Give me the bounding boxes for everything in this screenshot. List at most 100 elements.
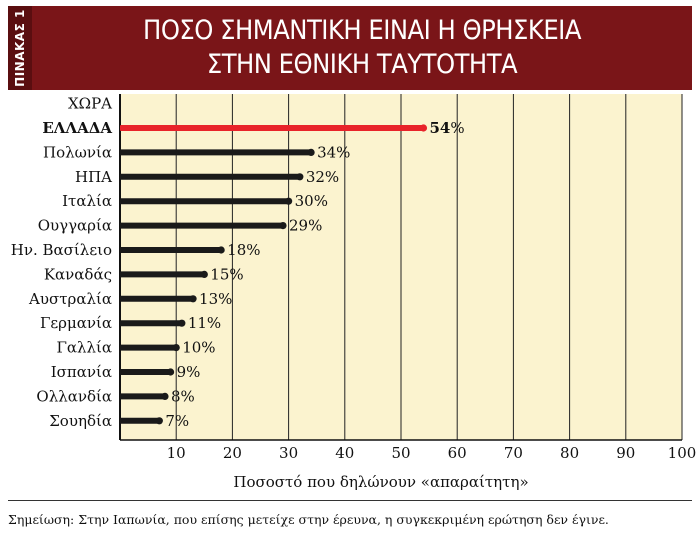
bar [120, 247, 222, 253]
category-label: Γαλλία [56, 339, 112, 357]
value-label: 54% [429, 119, 464, 137]
value-label: 30% [295, 192, 328, 210]
value-number: 32 [306, 168, 325, 186]
value-label: 13% [199, 290, 232, 308]
value-suffix: % [181, 387, 195, 405]
category-label: Σουηδία [49, 412, 112, 430]
value-label: 32% [306, 168, 339, 186]
category-label: Πολωνία [43, 143, 112, 161]
value-suffix: % [175, 412, 189, 430]
bar-end-marker [279, 222, 287, 230]
bar [120, 125, 424, 131]
bar [120, 393, 165, 400]
category-label: Ουγγαρία [38, 217, 112, 235]
value-suffix: % [218, 290, 232, 308]
value-label: 10% [182, 339, 215, 357]
value-suffix: % [186, 363, 200, 381]
value-number: 11 [188, 314, 207, 332]
value-suffix: % [325, 168, 339, 186]
bar-end-marker [161, 392, 169, 400]
footnote: Σημείωση: Στην Ιαπωνία, που επίσης μετεί… [8, 512, 609, 527]
bar [120, 173, 300, 180]
value-number: 9 [177, 363, 187, 381]
bar-end-marker [155, 417, 163, 425]
category-label: Αυστραλία [28, 290, 112, 308]
value-suffix: % [450, 119, 464, 137]
value-number: 18 [227, 241, 246, 259]
value-number: 29 [289, 217, 308, 235]
bar-end-marker [419, 124, 428, 132]
value-label: 18% [227, 241, 260, 259]
bar [120, 149, 312, 156]
x-tick-label: 30 [279, 444, 298, 462]
x-tick-label: 20 [223, 444, 242, 462]
value-number: 15 [210, 265, 229, 283]
table-number-tab: ΠΙΝΑΚΑΣ 1 [8, 6, 32, 90]
footnote-divider [8, 500, 692, 501]
value-suffix: % [207, 314, 221, 332]
value-number: 7 [165, 412, 175, 430]
chart-title: ΠΟΣΟ ΣΗΜΑΝΤΙΚΗ ΕΙΝΑΙ Η ΘΡΗΣΚΕΙΑ ΣΤΗΝ ΕΘΝ… [32, 14, 692, 82]
category-label: Ολλανδία [36, 387, 112, 405]
value-label: 34% [317, 143, 350, 161]
value-suffix: % [246, 241, 260, 259]
chart-title-line-2: ΣΤΗΝ ΕΘΝΙΚΗ ΤΑΥΤΟΤΗΤΑ [206, 49, 518, 80]
bar-end-marker [166, 368, 175, 376]
bar-chart: 10 20 30 40 50 60 70 80 90 100 ΧΩΡΑ ΕΛΛΑΔΑ 54% Πολωνί… [11, 94, 697, 491]
value-label: 29% [289, 217, 322, 235]
value-number: 30 [295, 192, 314, 210]
value-suffix: % [308, 217, 322, 235]
category-label: Ιταλία [62, 192, 112, 210]
category-label: Καναδάς [44, 265, 112, 283]
bar-end-marker [189, 295, 197, 303]
bar-end-marker [285, 197, 293, 205]
x-tick-label: 80 [560, 444, 579, 462]
value-suffix: % [201, 339, 215, 357]
value-label: 9% [177, 363, 201, 381]
bar-end-marker [172, 344, 180, 352]
bar-end-marker [296, 173, 304, 181]
value-label: 7% [165, 412, 189, 430]
bar [120, 344, 177, 351]
chart-area: 10 20 30 40 50 60 70 80 90 100 ΧΩΡΑ ΕΛΛΑΔΑ 54% Πολωνί… [0, 90, 700, 504]
category-label: ΗΠΑ [75, 168, 112, 186]
x-tick-label: 60 [448, 444, 467, 462]
x-tick-label: 10 [167, 444, 186, 462]
x-tick-label: 40 [335, 444, 354, 462]
x-tick-label: 70 [504, 444, 523, 462]
x-tick-label: 100 [668, 444, 697, 462]
bar-end-marker [307, 148, 315, 156]
bar-end-marker [217, 246, 225, 254]
bar [120, 198, 289, 205]
value-number: 8 [171, 387, 181, 405]
value-number: 13 [199, 290, 218, 308]
value-suffix: % [336, 143, 350, 161]
value-number: 34 [317, 143, 336, 161]
category-label: ΕΛΛΑΔΑ [42, 119, 112, 137]
table-number-label: ΠΙΝΑΚΑΣ 1 [13, 9, 27, 87]
value-suffix: % [314, 192, 328, 210]
x-axis-label: Ποσοστό που δηλώνουν «απαραίτητη» [233, 473, 528, 491]
value-number: 10 [182, 339, 201, 357]
value-label: 11% [188, 314, 221, 332]
bar-end-marker [178, 319, 186, 327]
category-header: ΧΩΡΑ [68, 95, 112, 113]
bar [120, 222, 283, 229]
bar-end-marker [200, 270, 208, 278]
bar [120, 417, 160, 424]
value-label: 8% [171, 387, 195, 405]
category-label: Ισπανία [51, 363, 112, 381]
bar [120, 320, 182, 327]
x-tick-label: 90 [616, 444, 635, 462]
chart-header: ΠΙΝΑΚΑΣ 1 ΠΟΣΟ ΣΗΜΑΝΤΙΚΗ ΕΙΝΑΙ Η ΘΡΗΣΚΕΙ… [8, 6, 692, 90]
category-label: Ην. Βασίλειο [11, 241, 112, 259]
category-label: Γερμανία [40, 314, 112, 332]
value-suffix: % [229, 265, 243, 283]
value-number: 54 [429, 119, 450, 137]
x-tick-label: 50 [391, 444, 410, 462]
value-label: 15% [210, 265, 243, 283]
bar [120, 369, 171, 375]
chart-title-line-1: ΠΟΣΟ ΣΗΜΑΝΤΙΚΗ ΕΙΝΑΙ Η ΘΡΗΣΚΕΙΑ [143, 15, 581, 46]
bar [120, 271, 205, 278]
bar [120, 295, 194, 302]
